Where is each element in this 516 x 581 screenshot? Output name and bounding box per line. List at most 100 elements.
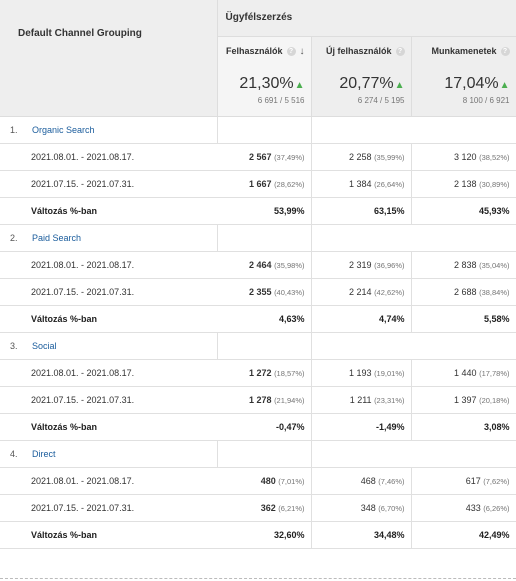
date-range-label: 2021.08.01. - 2021.08.17. <box>0 467 217 495</box>
metric-percent: (20,18%) <box>479 395 510 405</box>
summary-sessions-pct: 17,04% <box>444 75 499 93</box>
summary-new-users: 20,77%▲ 6 274 / 5 195 <box>311 66 412 117</box>
metric-value-cell: 2 567 (37,49%) <box>217 143 312 171</box>
change-value: 53,99% <box>217 197 312 225</box>
metric-value: 1 397 <box>454 394 477 405</box>
channel-group-link[interactable]: Organic Search <box>32 124 95 135</box>
metric-value-cell: 2 464 (35,98%) <box>217 251 312 279</box>
date-range-label: 2021.08.01. - 2021.08.17. <box>0 251 217 279</box>
summary-new-users-pct: 20,77% <box>339 75 394 93</box>
summary-users: 21,30%▲ 6 691 / 5 516 <box>217 66 312 117</box>
metric-value: 2 838 <box>454 259 477 270</box>
metric-percent: (26,64%) <box>374 179 405 189</box>
channel-group-row: 1. Organic Search <box>0 116 516 144</box>
metric-value: 2 464 <box>249 259 272 270</box>
metric-value-cell: 468 (7,46%) <box>311 467 412 495</box>
metric-value-cell: 1 278 (21,94%) <box>217 386 312 414</box>
help-circle-icon[interactable]: ? <box>395 46 405 56</box>
change-label: Változás %-ban <box>0 305 217 333</box>
channel-group-empty-cell <box>411 116 516 144</box>
channel-group-row: 4. Direct <box>0 440 516 468</box>
metric-value: 1 384 <box>349 178 372 189</box>
metric-value: 2 319 <box>349 259 372 270</box>
date-range-label: 2021.08.01. - 2021.08.17. <box>0 143 217 171</box>
metric-value-cell: 1 397 (20,18%) <box>411 386 516 414</box>
channel-group-empty-cell <box>311 440 411 468</box>
metric-value-cell: 1 272 (18,57%) <box>217 359 312 387</box>
change-value: 5,58% <box>411 305 516 333</box>
summary-new-users-detail: 6 274 / 5 195 <box>357 96 405 106</box>
summary-sessions: 17,04%▲ 8 100 / 6 921 <box>411 66 516 117</box>
change-value: -1,49% <box>311 413 412 441</box>
channel-group-label[interactable]: 2. Paid Search <box>0 224 217 252</box>
channel-group-link[interactable]: Direct <box>32 448 56 459</box>
metric-header-sessions[interactable]: Munkamenetek ? <box>411 36 516 66</box>
metric-value: 2 688 <box>454 286 477 297</box>
help-circle-icon[interactable]: ? <box>500 46 510 56</box>
channel-group-empty-cell <box>311 224 411 252</box>
summary-users-pct: 21,30% <box>239 75 294 93</box>
metric-value-cell: 1 440 (17,78%) <box>411 359 516 387</box>
metric-header-users[interactable]: Felhasználók ? ↓ <box>217 36 312 66</box>
date-range-label: 2021.07.15. - 2021.07.31. <box>0 494 217 522</box>
channel-group-label[interactable]: 4. Direct <box>0 440 217 468</box>
metric-value-cell: 2 138 (30,89%) <box>411 170 516 198</box>
channel-group-label[interactable]: 1. Organic Search <box>0 116 217 144</box>
metric-value: 1 278 <box>249 394 272 405</box>
channel-group-label[interactable]: 3. Social <box>0 332 217 360</box>
metric-percent: (17,78%) <box>479 368 510 378</box>
arrow-down-icon[interactable]: ↓ <box>299 45 305 57</box>
change-value: 3,08% <box>411 413 516 441</box>
change-value: 63,15% <box>311 197 412 225</box>
metric-percent: (6,26%) <box>483 503 510 513</box>
metric-percent: (37,49%) <box>274 152 305 162</box>
metric-percent: (38,52%) <box>479 152 510 162</box>
change-value: 4,63% <box>217 305 312 333</box>
metric-value: 1 440 <box>454 367 477 378</box>
table-row: 2021.07.15. - 2021.07.31. 1 667 (28,62%) 1… <box>0 170 516 198</box>
metric-value: 2 355 <box>249 286 272 297</box>
table-row: 2021.08.01. - 2021.08.17. 1 272 (18,57%) 1… <box>0 359 516 387</box>
change-value: -0,47% <box>217 413 312 441</box>
metric-value: 2 258 <box>349 151 372 162</box>
report-table: Default Channel Grouping Ügyfélszerzés F… <box>0 0 516 549</box>
metric-percent: (21,94%) <box>274 395 305 405</box>
metric-value: 468 <box>360 475 376 486</box>
summary-sessions-detail: 8 100 / 6 921 <box>462 96 510 106</box>
channel-group-row: 2. Paid Search <box>0 224 516 252</box>
metric-percent: (7,46%) <box>378 476 405 486</box>
metric-value-cell: 2 688 (38,84%) <box>411 278 516 306</box>
table-row: 2021.08.01. - 2021.08.17. 2 464 (35,98%) 2… <box>0 251 516 279</box>
table-bottom-divider <box>0 578 516 579</box>
metric-value: 617 <box>465 475 481 486</box>
metric-percent: (6,70%) <box>378 503 405 513</box>
metric-value-cell: 617 (7,62%) <box>411 467 516 495</box>
metric-value-cell: 362 (6,21%) <box>217 494 312 522</box>
metric-percent: (6,21%) <box>278 503 305 513</box>
metric-value-cell: 2 214 (42,62%) <box>311 278 412 306</box>
change-label: Változás %-ban <box>0 413 217 441</box>
metric-value: 433 <box>465 502 481 513</box>
dimension-header[interactable]: Default Channel Grouping <box>0 0 218 66</box>
metric-value-cell: 1 384 (26,64%) <box>311 170 412 198</box>
metric-percent: (7,01%) <box>278 476 305 486</box>
channel-group-number: 3. <box>10 340 18 351</box>
channel-group-number: 4. <box>10 448 18 459</box>
change-value: 34,48% <box>311 521 412 549</box>
help-circle-icon[interactable]: ? <box>286 46 296 56</box>
channel-group-link[interactable]: Social <box>32 340 57 351</box>
channel-group-link[interactable]: Paid Search <box>32 232 82 243</box>
metric-value: 1 272 <box>249 367 272 378</box>
metric-value: 348 <box>360 502 376 513</box>
change-value: 4,74% <box>311 305 412 333</box>
metric-value-cell: 1 193 (19,01%) <box>311 359 412 387</box>
metric-percent: (36,96%) <box>374 260 405 270</box>
change-row: Változás %-ban 32,60% 34,48% 42,49% <box>0 521 516 549</box>
metric-percent: (7,62%) <box>483 476 510 486</box>
metric-header-new-users[interactable]: Új felhasználók ? <box>311 36 412 66</box>
metric-percent: (30,89%) <box>479 179 510 189</box>
acquisition-group-header: Ügyfélszerzés <box>217 0 516 37</box>
channel-group-empty-cell <box>411 224 516 252</box>
change-value: 32,60% <box>217 521 312 549</box>
metric-percent: (23,31%) <box>374 395 405 405</box>
